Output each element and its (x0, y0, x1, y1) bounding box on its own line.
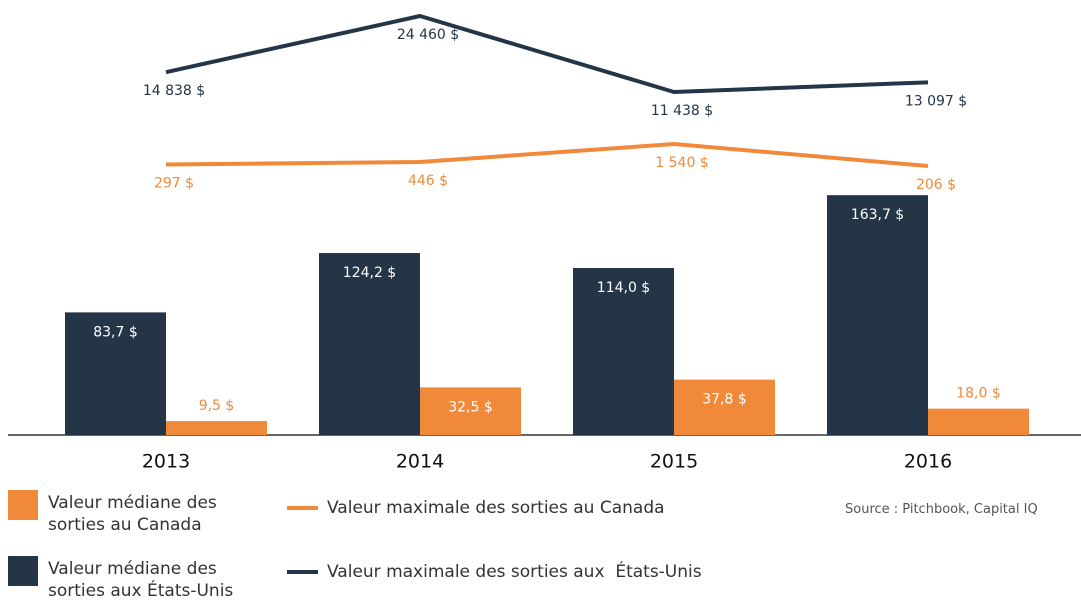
data-label: 9,5 $ (199, 398, 235, 414)
bar (674, 379, 775, 435)
source: Source : Pitchbook, Capital IQ (845, 502, 1038, 517)
legend-swatch (287, 506, 318, 510)
legend-label: Valeur maximale des sorties au Canada (327, 498, 665, 518)
data-label: 37,8 $ (702, 392, 747, 408)
bar (65, 312, 166, 435)
legend-label: Valeur médiane des sorties aux États-Uni… (48, 559, 234, 601)
data-label: 124,2 $ (343, 265, 396, 281)
data-label: 446 $ (408, 173, 448, 189)
legend-label: Valeur médiane des sorties au Canada (48, 493, 217, 535)
x-tick-label: 2013 (142, 451, 190, 473)
bar (827, 195, 928, 435)
line (165, 142, 929, 168)
data-label: 297 $ (154, 175, 194, 191)
legend-label: Valeur maximale des sorties aux États-Un… (327, 562, 702, 582)
data-label: 24 460 $ (397, 27, 459, 43)
data-label: 1 540 $ (655, 155, 708, 171)
bar (420, 387, 521, 435)
data-label: 11 438 $ (651, 103, 713, 119)
bar (166, 421, 267, 435)
bar (573, 267, 674, 435)
x-tick-label: 2015 (650, 451, 698, 473)
data-label: 163,7 $ (851, 207, 904, 223)
data-label: 83,7 $ (93, 324, 138, 340)
data-label: 32,5 $ (448, 399, 493, 415)
data-label: 206 $ (916, 177, 956, 193)
legend-swatch (8, 490, 38, 520)
x-tick-label: 2014 (396, 451, 444, 473)
line (165, 14, 929, 94)
data-label: 13 097 $ (905, 93, 967, 109)
legend-swatch (287, 570, 318, 574)
data-label: 114,0 $ (597, 280, 650, 296)
data-label: 14 838 $ (143, 83, 205, 99)
bar (319, 253, 420, 435)
x-tick-label: 2016 (904, 451, 952, 473)
legend-swatch (8, 556, 38, 586)
data-label: 18,0 $ (956, 386, 1001, 402)
bar (928, 408, 1029, 435)
